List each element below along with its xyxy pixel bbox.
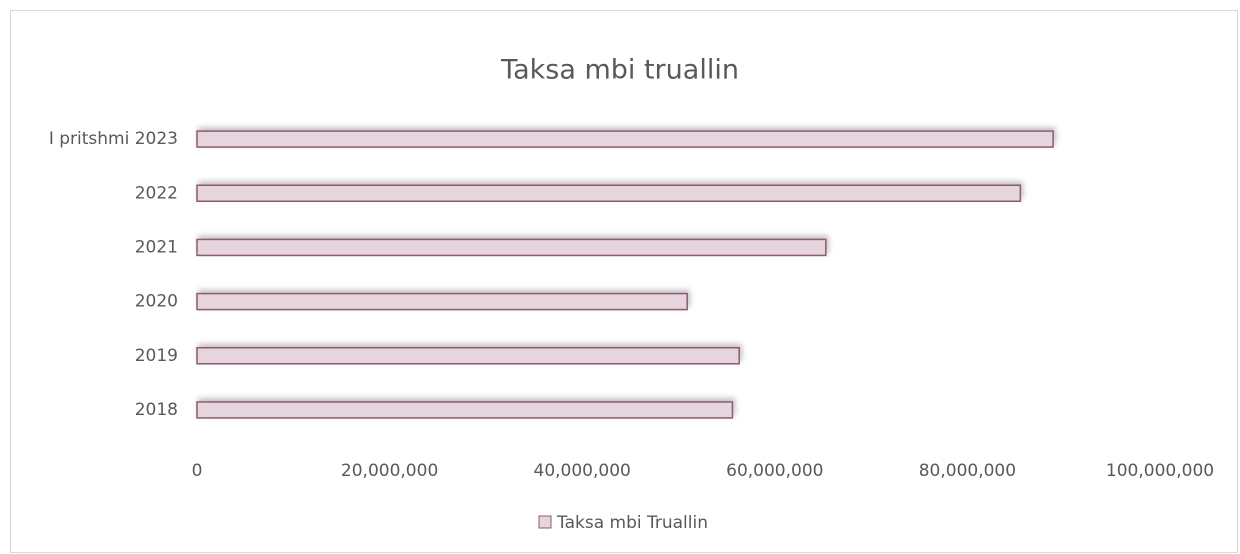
y-tick-label: 2019 (135, 346, 178, 366)
y-tick-label: 2018 (135, 400, 178, 420)
x-tick-label: 0 (192, 461, 203, 481)
y-tick-label: 2020 (135, 292, 178, 312)
x-tick-label: 60,000,000 (726, 461, 823, 481)
bar (196, 184, 1022, 202)
x-tick-label: 80,000,000 (919, 461, 1016, 481)
x-tick-label: 20,000,000 (341, 461, 438, 481)
chart-title: Taksa mbi truallin (500, 55, 739, 86)
y-tick-label: I pritshmi 2023 (49, 129, 178, 149)
bar (196, 238, 827, 257)
x-tick-label: 40,000,000 (534, 461, 631, 481)
legend-swatch (538, 515, 552, 529)
x-tick-label: 100,000,000 (1106, 461, 1214, 481)
y-tick-label: 2022 (135, 183, 178, 203)
y-tick-label: 2021 (135, 237, 178, 257)
bar (196, 130, 1054, 148)
chart-border (10, 10, 1238, 553)
bar (196, 292, 688, 311)
bar (196, 401, 734, 419)
legend-label: Taksa mbi Truallin (556, 513, 708, 533)
bar (196, 347, 740, 365)
